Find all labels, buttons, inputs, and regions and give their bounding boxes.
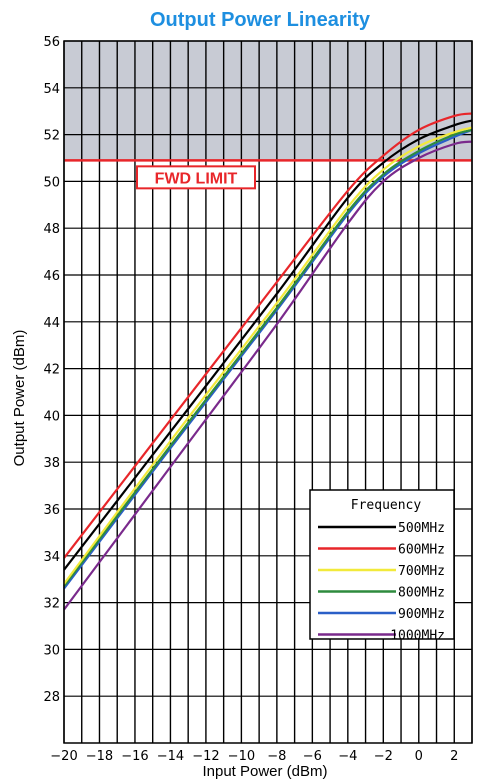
series-line-500mhz: [63, 119, 473, 571]
x-tick-label: −8: [267, 749, 286, 764]
y-tick-label: 42: [43, 363, 60, 378]
series-line-900mhz: [63, 128, 473, 590]
legend-label-600mhz: 600MHz: [398, 543, 445, 558]
y-tick-label: 50: [43, 175, 60, 190]
series-line-700mhz: [63, 126, 473, 585]
y-tick-label: 48: [43, 222, 60, 237]
y-tick-label: 38: [43, 456, 60, 471]
x-tick-label: −12: [192, 749, 219, 764]
y-tick-label: 32: [43, 597, 60, 612]
y-axis-label: Output Power (dBm): [11, 330, 28, 467]
y-tick-label: 36: [43, 503, 60, 518]
y-tick-label: 46: [43, 269, 60, 284]
x-tick-label: −16: [121, 749, 148, 764]
chart-title: Output Power Linearity: [150, 9, 371, 31]
series-line-800mhz: [63, 128, 473, 587]
y-tick-label: 40: [43, 409, 60, 424]
x-tick-label: 0: [415, 749, 423, 764]
x-tick-label: 2: [450, 749, 458, 764]
fwd-limit-label-box: [136, 165, 256, 190]
x-tick-label: −20: [50, 749, 77, 764]
legend-label-900mhz: 900MHz: [398, 607, 445, 622]
y-tick-label: 28: [43, 690, 60, 705]
x-tick-label: −6: [303, 749, 322, 764]
y-tick-label: 30: [43, 643, 60, 658]
x-tick-label: −4: [338, 749, 357, 764]
legend-label-700mhz: 700MHz: [398, 564, 445, 579]
legend-label-1000mhz: 1000MHz: [390, 629, 445, 644]
plot-frame: [63, 40, 473, 744]
y-tick-label: 52: [43, 129, 60, 144]
y-tick-label: 54: [43, 82, 60, 97]
legend-label-500mhz: 500MHz: [398, 521, 445, 536]
y-tick-label: 34: [43, 550, 60, 565]
fwd-limit-label: FWD LIMIT: [155, 170, 238, 187]
x-tick-label: −18: [86, 749, 113, 764]
y-tick-label: 44: [43, 316, 60, 331]
series-line-1000mhz: [63, 140, 473, 611]
x-tick-label: −14: [157, 749, 184, 764]
series-line-600mhz: [63, 112, 473, 559]
x-tick-label: −2: [374, 749, 393, 764]
legend-label-800mhz: 800MHz: [398, 586, 445, 601]
x-tick-label: −10: [228, 749, 255, 764]
plot-area: FWD LIMIT Frequency 500MHz 600MHz 700MHz 800M…: [63, 40, 473, 744]
legend-title: Frequency: [351, 498, 422, 513]
y-tick-label: 56: [43, 35, 60, 50]
x-axis-label: Input Power (dBm): [202, 763, 327, 780]
